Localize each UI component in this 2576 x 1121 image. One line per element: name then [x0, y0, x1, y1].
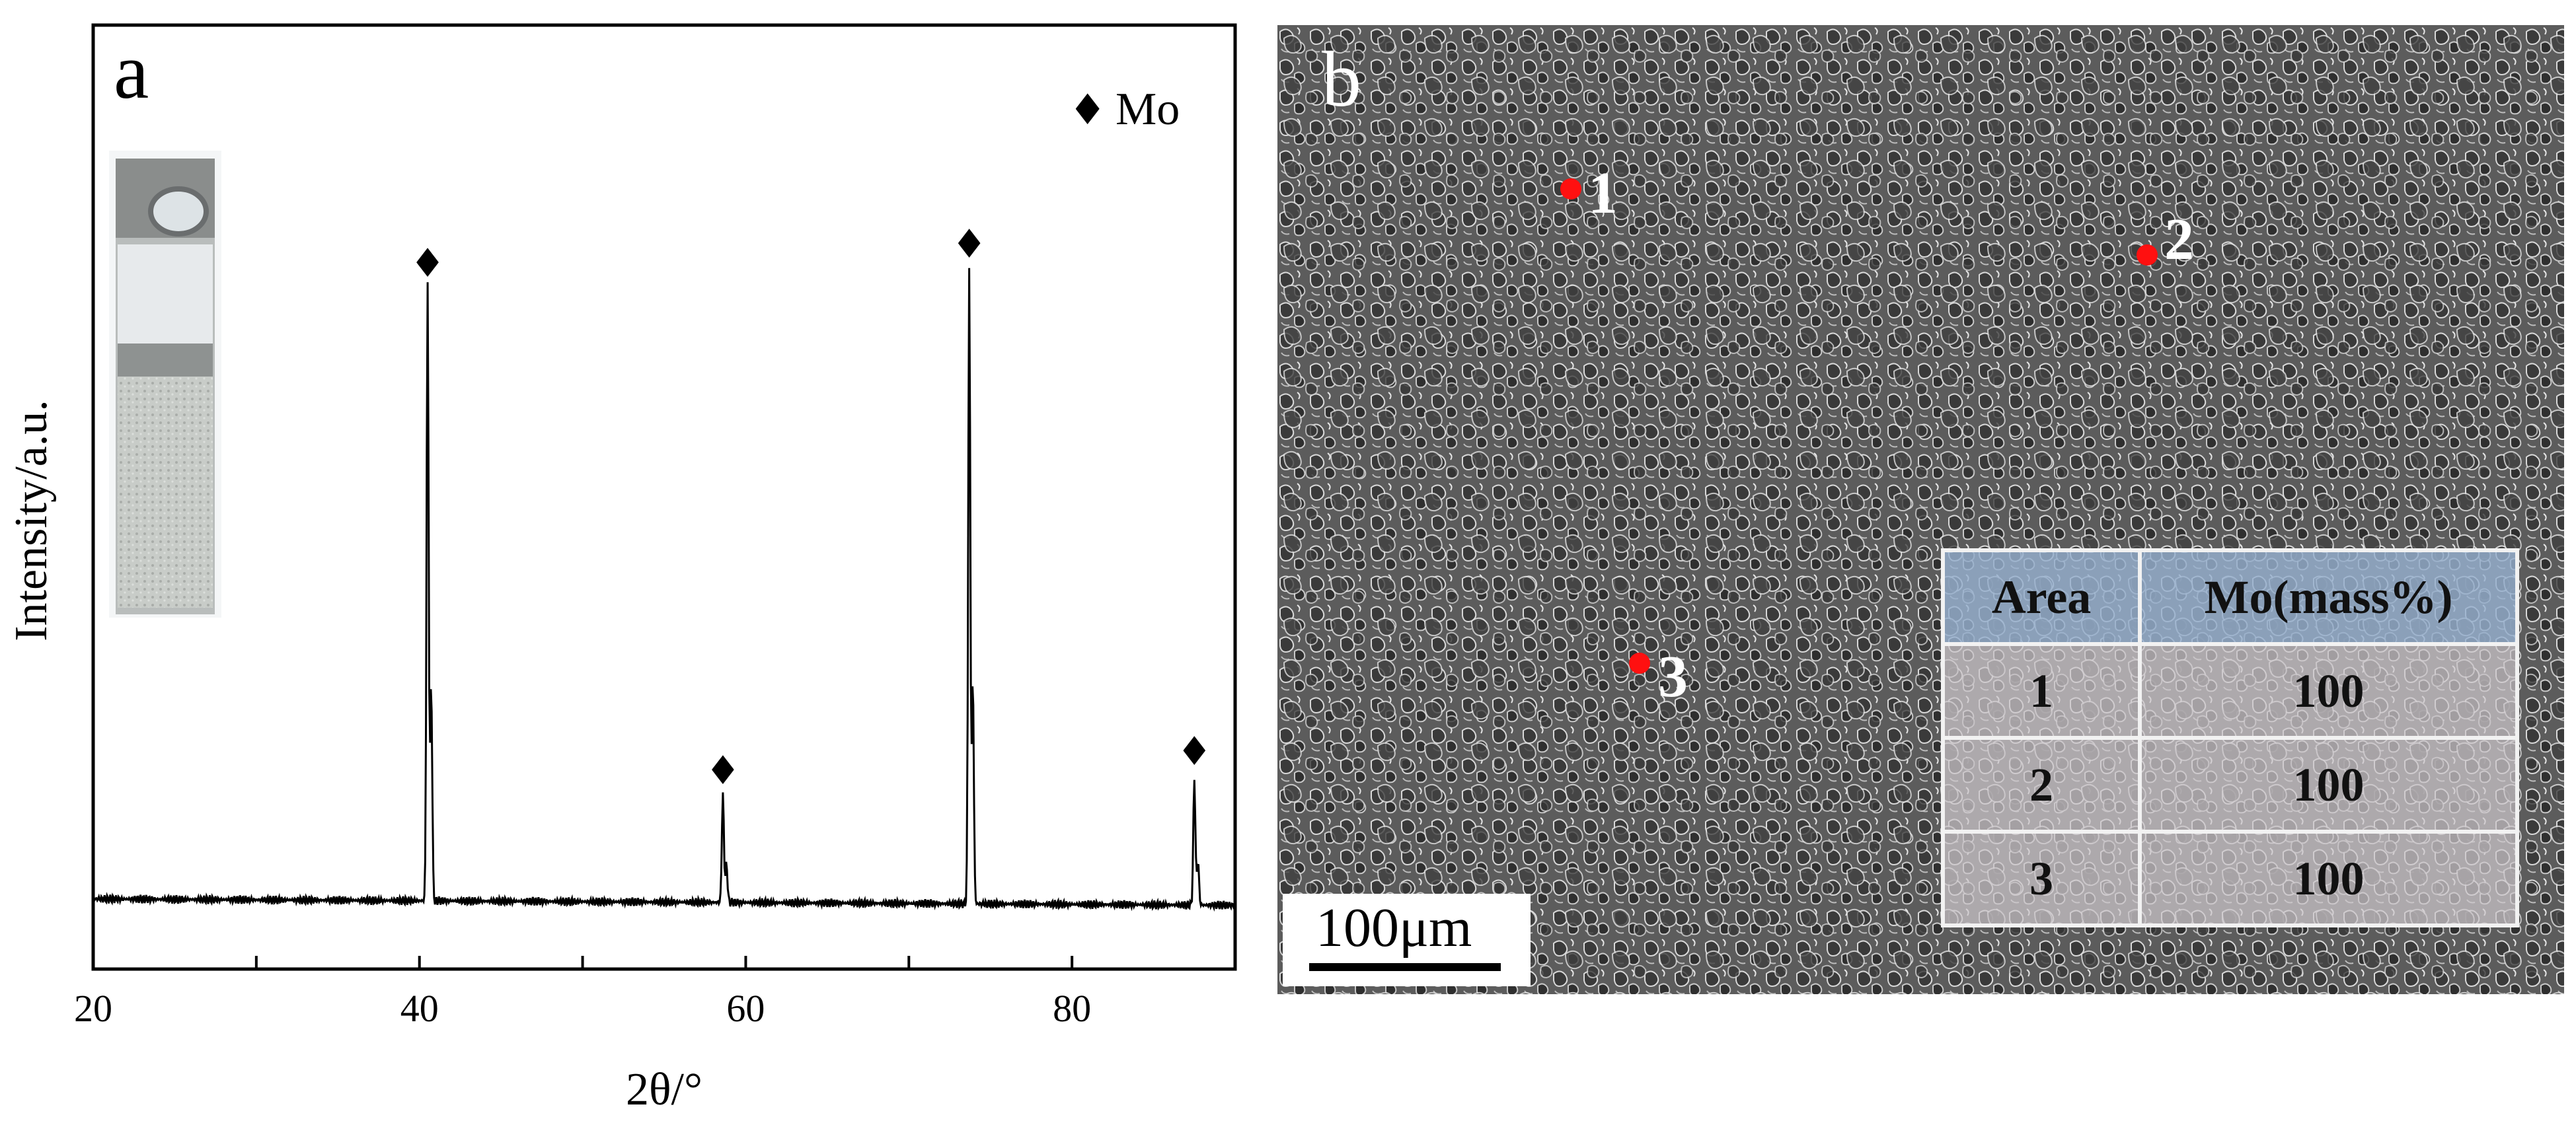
- legend-marker: ♦: [1069, 86, 1106, 135]
- peak-marker: ♦: [705, 748, 741, 794]
- table-header-row: Area Mo(mass%): [1941, 548, 2519, 646]
- eds-composition-table: Area Mo(mass%) 1 100 2 100 3 100: [1941, 548, 2519, 927]
- spot-label-1: 1: [1588, 161, 1618, 226]
- table-cell-area: 2: [1941, 736, 2142, 834]
- legend-label: Mo: [1116, 84, 1180, 135]
- table-cell-area: 3: [1941, 830, 2142, 927]
- peak-marker: ♦: [1176, 729, 1212, 775]
- spot-marker-1: [1560, 178, 1581, 199]
- table-cell-mo: 100: [2138, 736, 2519, 834]
- peak-markers: ♦ ♦ ♦ ♦: [410, 221, 1212, 794]
- x-tick-label: 60: [726, 987, 765, 1030]
- peak-marker: ♦: [410, 240, 445, 287]
- table-cell-mo: 100: [2138, 642, 2519, 740]
- spot-marker-2: [2137, 244, 2158, 266]
- scale-bar: 100μm: [1283, 894, 1531, 986]
- x-axis-ticks: 20 40 60 80: [74, 956, 1236, 1030]
- xrd-chart: a ♦ Mo 20 40 60 80 ♦ ♦ ♦ ♦ 2θ/° Intensity/a.u.: [6, 23, 1237, 1115]
- panel-letter-a: a: [114, 27, 149, 115]
- x-tick-label: 80: [1053, 987, 1091, 1030]
- scale-bar-label: 100μm: [1316, 897, 1472, 958]
- spot-marker-3: [1629, 653, 1650, 674]
- table-row: 3 100: [1941, 830, 2519, 927]
- table-row: 2 100: [1941, 736, 2519, 834]
- panel-letter-b: b: [1322, 35, 1361, 123]
- spot-label-3: 3: [1658, 644, 1688, 709]
- table-cell-mo: 100: [2138, 830, 2519, 927]
- table-header-area: Area: [1941, 548, 2142, 646]
- series-line-mo: [93, 268, 1236, 912]
- x-axis-label: 2θ/°: [626, 1064, 702, 1115]
- x-tick-label: 20: [74, 987, 112, 1030]
- table-cell-area: 1: [1941, 642, 2142, 740]
- table-row: 1 100: [1941, 642, 2519, 740]
- sem-micrograph: b 1 2 3 Area Mo(mass%) 1 100 2 100 3 100…: [1277, 25, 2564, 994]
- sample-photo-inset: [109, 151, 221, 618]
- spot-label-2: 2: [2164, 207, 2194, 272]
- table-header-mo: Mo(mass%): [2138, 548, 2519, 646]
- peak-marker: ♦: [952, 221, 987, 268]
- y-axis-label: Intensity/a.u.: [6, 400, 57, 641]
- plot-frame: [91, 23, 1237, 971]
- scale-bar-line: [1309, 963, 1501, 971]
- x-tick-label: 40: [400, 987, 439, 1030]
